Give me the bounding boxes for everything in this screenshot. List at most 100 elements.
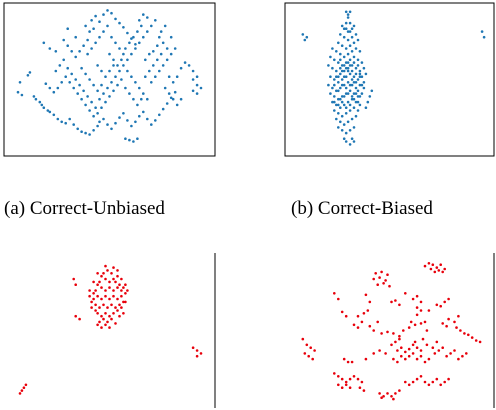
point-b-95	[340, 129, 344, 132]
point-d-88	[404, 357, 407, 361]
point-a-146	[92, 114, 95, 118]
point-c-60	[124, 300, 127, 304]
point-b-12	[350, 35, 354, 39]
point-a-164	[163, 86, 167, 90]
point-c-67	[110, 272, 113, 275]
point-c-22	[100, 297, 103, 301]
point-b-53	[364, 72, 368, 76]
point-b-75	[339, 106, 342, 109]
point-b-31	[348, 58, 352, 62]
point-d-61	[445, 324, 448, 328]
point-b-81	[333, 109, 336, 112]
point-d-116	[378, 349, 381, 352]
point-d-86	[398, 337, 401, 341]
point-a-80	[150, 24, 153, 28]
point-b-101	[352, 140, 356, 143]
point-c-79	[22, 386, 26, 390]
point-b-149	[337, 103, 340, 107]
point-a-87	[122, 26, 125, 29]
point-d-26	[404, 292, 407, 295]
point-c-41	[108, 314, 111, 318]
point-b-99	[344, 140, 348, 143]
point-a-141	[72, 86, 75, 90]
point-b-112	[368, 95, 372, 98]
point-d-102	[461, 354, 464, 358]
point-b-17	[348, 44, 352, 47]
point-c-37	[122, 300, 125, 304]
point-d-149	[398, 389, 401, 392]
point-b-82	[337, 112, 340, 115]
point-b-139	[354, 81, 358, 84]
point-a-32	[98, 120, 101, 124]
point-d-113	[350, 360, 354, 364]
point-c-72	[90, 306, 93, 309]
point-a-175	[146, 16, 149, 19]
point-d-3	[435, 266, 439, 269]
point-b-23	[346, 52, 350, 56]
point-a-135	[48, 86, 52, 90]
point-b-34	[360, 61, 364, 64]
point-a-95	[90, 47, 93, 50]
point-c-68	[114, 280, 117, 284]
point-b-74	[335, 103, 338, 107]
point-d-44	[344, 314, 348, 318]
point-a-202	[92, 83, 95, 87]
point-d-76	[404, 350, 407, 354]
point-a-1	[88, 30, 91, 33]
point-b-118	[348, 30, 352, 33]
point-b-2	[348, 10, 352, 14]
point-b-116	[340, 24, 344, 28]
point-d-9	[441, 270, 445, 274]
point-d-92	[419, 354, 423, 358]
point-b-46	[337, 81, 340, 84]
point-a-125	[183, 61, 187, 64]
point-d-69	[470, 336, 474, 339]
point-b-8	[350, 27, 354, 31]
point-c-12	[100, 286, 103, 289]
point-d-75	[400, 346, 403, 350]
point-d-51	[368, 324, 372, 328]
point-d-20	[337, 297, 340, 301]
point-a-149	[104, 100, 107, 104]
point-a-14	[34, 97, 38, 101]
point-b-60	[350, 83, 354, 87]
point-a-8	[28, 71, 32, 74]
point-c-50	[74, 314, 77, 318]
point-a-200	[84, 72, 87, 76]
point-b-13	[354, 33, 358, 36]
point-b-132	[356, 89, 360, 93]
point-b-133	[360, 83, 364, 87]
point-a-93	[90, 19, 93, 22]
point-b-3	[346, 16, 350, 19]
point-b-56	[335, 89, 338, 93]
point-d-120	[333, 372, 336, 375]
point-a-162	[156, 58, 159, 62]
point-b-33	[356, 58, 360, 62]
point-d-150	[380, 396, 383, 400]
point-a-129	[191, 78, 195, 81]
point-b-153	[352, 97, 356, 101]
point-a-25	[72, 123, 75, 126]
point-a-44	[146, 117, 149, 121]
point-a-186	[120, 58, 123, 62]
point-d-83	[425, 343, 429, 347]
point-b-129	[344, 86, 348, 90]
point-b-96	[344, 131, 348, 135]
point-c-32	[102, 303, 105, 307]
point-a-89	[130, 37, 133, 40]
point-d-136	[419, 375, 423, 378]
point-a-185	[116, 64, 119, 67]
point-d-96	[437, 349, 441, 352]
point-c-70	[122, 286, 125, 289]
point-b-114	[480, 30, 484, 33]
point-d-72	[390, 343, 393, 347]
point-d-85	[435, 340, 439, 344]
point-b-51	[356, 78, 360, 81]
point-a-3	[66, 27, 69, 31]
point-c-54	[104, 323, 107, 327]
point-d-74	[396, 349, 399, 352]
point-a-178	[86, 38, 89, 42]
point-b-106	[305, 35, 309, 39]
point-d-53	[376, 320, 380, 324]
point-a-38	[122, 112, 125, 115]
